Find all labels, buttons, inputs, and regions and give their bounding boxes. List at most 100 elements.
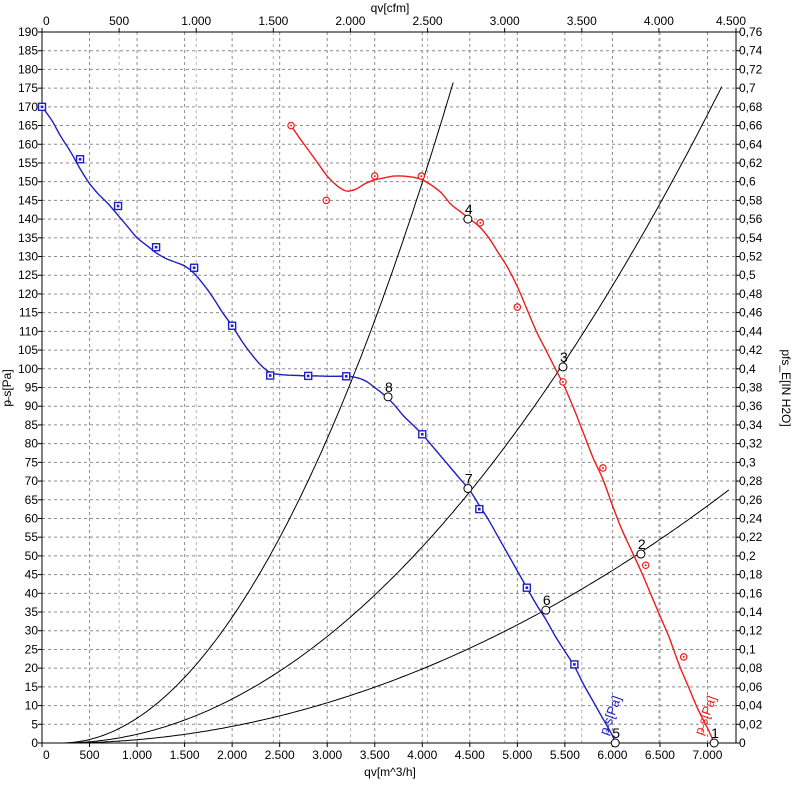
operating-point-label: 2 [638, 536, 646, 552]
bottom-tick-label: 4.000 [407, 748, 437, 762]
right-tick-label: 0,24 [739, 511, 763, 525]
fan-curve-red [290, 125, 715, 744]
left-axis-title: p̶ s[Pa] [0, 369, 14, 406]
left-tick-label: 80 [25, 437, 39, 451]
bottom-tick-label: 3.500 [360, 748, 390, 762]
bottom-tick-label: 3.000 [312, 748, 342, 762]
left-tick-label: 160 [18, 137, 38, 151]
system-curve [42, 82, 454, 744]
left-tick-label: 165 [18, 119, 38, 133]
left-tick-label: 175 [18, 81, 38, 95]
operating-point-label: 3 [560, 349, 568, 365]
operating-point-label: 6 [543, 592, 551, 608]
left-tick-label: 100 [18, 362, 38, 376]
left-tick-label: 115 [19, 306, 38, 320]
top-tick-label: 1.000 [181, 14, 211, 28]
left-tick-label: 110 [19, 324, 38, 338]
right-tick-label: 0,58 [739, 193, 763, 207]
right-axis-title: pfs_E[IN H2O] [779, 349, 793, 426]
right-tick-label: 0,46 [739, 306, 763, 320]
right-tick-label: 0,7 [739, 81, 756, 95]
bottom-tick-label: 6.000 [597, 748, 627, 762]
right-tick-label: 0,04 [739, 699, 763, 713]
right-tick-label: 0,38 [739, 381, 763, 395]
data-point-circle-dot [682, 655, 685, 658]
operating-point-marker [558, 362, 568, 372]
right-tick-label: 0,36 [739, 399, 763, 413]
left-tick-label: 70 [25, 474, 39, 488]
top-tick-label: 4.500 [716, 14, 746, 28]
axis-layer: 0 500 1.000 1.500 2.000 2.500 3.000 3.500 4.000 4… [18, 14, 763, 762]
bottom-axis-title: qv[m^3/h] [364, 765, 416, 779]
data-point-circle-dot [516, 306, 519, 309]
right-tick-label: 0,62 [739, 156, 763, 170]
left-tick-label: 90 [25, 399, 39, 413]
left-tick-label: 40 [25, 586, 39, 600]
operating-point-marker [463, 484, 473, 494]
data-point-square-dot [192, 266, 196, 270]
operating-point-marker [541, 605, 551, 615]
data-point-circle-dot [373, 175, 376, 178]
right-tick-label: 0,72 [739, 62, 763, 76]
right-tick-label: 0,12 [739, 624, 763, 638]
top-tick-label: 2.000 [335, 14, 365, 28]
data-point-square-dot [268, 374, 272, 377]
top-tick-label: 500 [109, 14, 129, 28]
right-tick-label: 0,2 [739, 549, 756, 563]
left-tick-label: 45 [25, 568, 39, 582]
right-tick-label: 0,02 [739, 717, 763, 731]
right-tick-label: 0,16 [739, 586, 763, 600]
right-tick-label: 0,4 [739, 362, 756, 376]
data-point-circle-dot [420, 175, 423, 178]
right-tick-label: 0,76 [739, 25, 763, 39]
right-tick-label: 0,06 [739, 680, 763, 694]
system-curves-layer [42, 82, 730, 744]
data-point-square-dot [344, 374, 348, 378]
bottom-tick-label: 2.000 [217, 748, 247, 762]
top-axis-title: qv[cfm] [371, 1, 410, 15]
left-tick-label: 5 [31, 717, 38, 731]
operating-point-marker [463, 214, 473, 224]
bottom-tick-label: 1.500 [170, 748, 200, 762]
left-tick-label: 0 [31, 736, 38, 750]
right-tick-label: 0,26 [739, 493, 763, 507]
right-tick-label: 0,5 [739, 268, 756, 282]
data-point-square-dot [306, 374, 310, 378]
left-tick-label: 180 [18, 62, 38, 76]
left-tick-label: 150 [18, 175, 38, 189]
right-tick-label: 0,3 [739, 455, 756, 469]
left-tick-label: 125 [18, 268, 38, 282]
left-tick-label: 20 [25, 661, 39, 675]
left-tick-label: 15 [25, 680, 39, 694]
top-tick-label: 3.000 [490, 14, 520, 28]
operating-point-marker [383, 392, 393, 402]
right-tick-label: 0,44 [739, 324, 763, 338]
fan-curves-layer [37, 102, 715, 744]
right-tick-label: 0,1 [739, 642, 756, 656]
data-point-circle-dot [644, 564, 647, 567]
data-point-square-dot [154, 245, 158, 249]
right-tick-label: 0,6 [739, 175, 756, 189]
operating-point-marker [636, 549, 646, 559]
operating-point-label: 7 [465, 471, 473, 487]
right-tick-label: 0,48 [739, 287, 763, 301]
data-point-square-dot [525, 586, 529, 590]
top-tick-label: 4.000 [644, 14, 674, 28]
top-tick-label: 2.500 [413, 14, 443, 28]
operating-point-marker [709, 738, 719, 748]
operating-point-label: 5 [612, 725, 620, 741]
right-tick-label: 0,32 [739, 437, 763, 451]
data-point-circle-dot [479, 221, 482, 224]
operating-point-label: 8 [385, 379, 393, 395]
operating-point-label: 4 [465, 201, 473, 217]
top-tick-label: 0 [43, 14, 50, 28]
data-point-circle-dot [561, 380, 564, 383]
bottom-tick-label: 0 [43, 748, 50, 762]
data-point-square-dot [478, 507, 481, 511]
left-tick-label: 55 [25, 530, 39, 544]
data-point-square-dot [420, 432, 424, 436]
left-tick-label: 170 [18, 100, 38, 114]
